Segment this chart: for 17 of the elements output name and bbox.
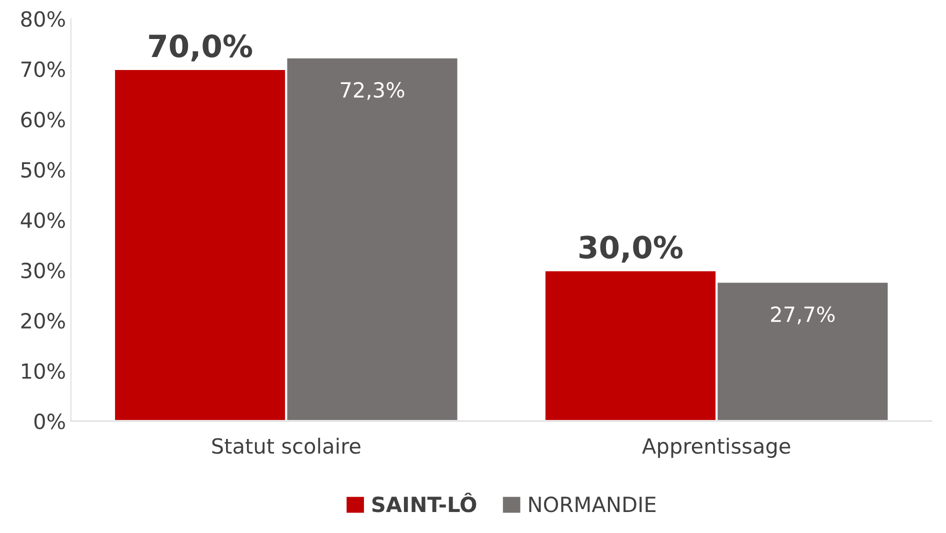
data-label: 70,0% <box>149 34 252 62</box>
legend-label: SAINT-LÔ <box>372 492 476 512</box>
data-label: 27,7% <box>771 306 835 324</box>
y-tick-label: 50% <box>21 162 65 178</box>
y-tick-label: 20% <box>21 312 65 329</box>
y-tick-label: 40% <box>20 212 65 228</box>
y-tick-label: 30% <box>21 262 65 278</box>
legend-label: NORMANDIE <box>529 496 656 512</box>
y-tick-label: 80% <box>21 11 65 27</box>
data-label: 72,3% <box>340 82 404 100</box>
y-tick-label: 10% <box>22 363 65 379</box>
x-tick-label: Apprentissage <box>642 438 790 458</box>
y-tick-label: 70% <box>21 61 65 78</box>
data-label: 30,0% <box>580 236 683 263</box>
y-tick-label: 0% <box>34 414 65 430</box>
y-tick-label: 60% <box>21 112 65 128</box>
x-tick-label: Statut scolaire <box>212 438 360 454</box>
